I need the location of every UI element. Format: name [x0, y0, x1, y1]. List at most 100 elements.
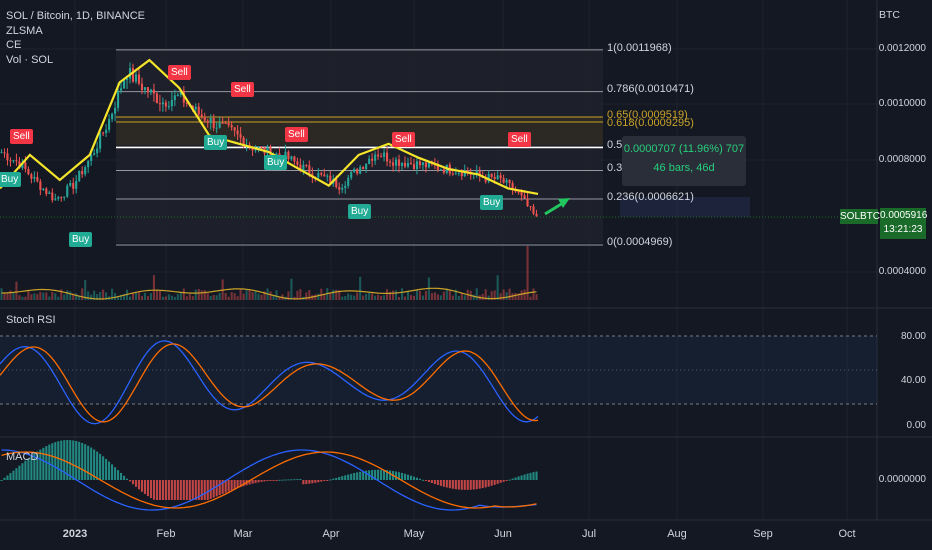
volume-bar	[499, 293, 502, 300]
volume-bar	[445, 288, 448, 300]
macd-bar	[344, 475, 347, 480]
volume-bar	[347, 293, 350, 300]
volume-bar	[39, 291, 42, 300]
candle-body	[299, 164, 302, 171]
candle-body	[520, 191, 523, 196]
candle-body	[134, 74, 138, 82]
macd-bar	[233, 480, 236, 490]
volume-bar	[251, 291, 254, 300]
macd-bar	[128, 480, 132, 482]
buy-signal[interactable]: Buy	[480, 195, 504, 210]
volume-bar	[332, 289, 335, 300]
volume-bar	[167, 294, 170, 300]
macd-bar	[105, 458, 108, 480]
volume-bar	[329, 293, 332, 300]
candle-body	[335, 178, 338, 187]
macd-bar	[514, 477, 517, 480]
candle-body	[194, 106, 197, 110]
buy-signal[interactable]: Buy	[348, 204, 372, 219]
sell-signal[interactable]: Sell	[508, 132, 531, 147]
buy-signal[interactable]: Buy	[0, 172, 22, 187]
macd-bar	[81, 442, 84, 480]
sell-signal[interactable]: Sell	[392, 132, 415, 147]
macd-title[interactable]: MACD	[6, 451, 39, 463]
volume-bar	[0, 288, 3, 300]
candle-body	[161, 102, 164, 105]
sell-signal[interactable]: Sell	[285, 127, 308, 142]
candle-body	[484, 177, 487, 182]
indicator-ce[interactable]: CE	[6, 39, 22, 51]
current-price-tag: 0.0005916 13:21:23	[880, 208, 927, 239]
macd-bar	[403, 473, 407, 480]
time-tick: Apr	[322, 528, 340, 540]
indicator-volume[interactable]: Vol · SOL	[6, 53, 54, 66]
macd-line	[1, 449, 537, 511]
volume-bar	[341, 296, 344, 300]
volume-bar	[415, 289, 418, 300]
volume-bar	[475, 288, 478, 300]
macd-bar	[72, 440, 75, 480]
candle-body	[391, 162, 395, 166]
volume-bar	[218, 292, 221, 300]
candle-body	[51, 192, 54, 201]
volume-bar	[412, 295, 416, 300]
candle-body	[400, 162, 404, 166]
chart-legend: SOL / Bitcoin, 1D, BINANCE ZLSMA CE Vol …	[6, 9, 145, 67]
macd-bar	[170, 480, 173, 500]
sell-signal[interactable]: Sell	[231, 82, 254, 97]
volume-bar	[526, 246, 529, 300]
candle-body	[108, 119, 111, 130]
macd-bar	[320, 480, 323, 482]
volume-bar	[305, 292, 308, 300]
buy-signal[interactable]: Buy	[264, 155, 288, 170]
candle-body	[460, 172, 463, 177]
stoch-rsi-d-line	[0, 343, 539, 423]
macd-bar	[182, 480, 185, 500]
volume-bar	[117, 296, 120, 300]
volume-bar	[344, 295, 347, 300]
time-tick: Aug	[667, 528, 687, 540]
volume-bar	[122, 293, 126, 300]
macd-bar	[215, 480, 218, 497]
macd-bar	[51, 443, 54, 480]
axis-currency[interactable]: BTC	[879, 9, 900, 21]
symbol-title[interactable]: SOL / Bitcoin, 1D, BINANCE	[6, 10, 145, 22]
volume-bar	[96, 293, 99, 300]
candle-body	[478, 171, 481, 176]
volume-bar	[296, 290, 299, 300]
buy-signal[interactable]: Buy	[204, 135, 228, 150]
volume-bar	[51, 292, 54, 300]
volume-bar	[33, 293, 36, 300]
macd-bar	[125, 478, 129, 480]
volume-bar	[263, 291, 266, 300]
volume-ma-line	[1, 287, 537, 300]
macd-bar	[66, 440, 69, 480]
volume-bar	[409, 295, 413, 300]
candle-body	[185, 102, 188, 104]
bar-countdown: 13:21:23	[883, 224, 923, 235]
candle-body	[302, 164, 305, 171]
macd-bar	[487, 480, 490, 487]
candle-body	[33, 176, 36, 179]
indicator-zlsma[interactable]: ZLSMA	[6, 24, 43, 37]
stoch-rsi-title[interactable]: Stoch RSI	[6, 314, 56, 326]
macd-bar	[305, 480, 308, 485]
candle-body	[102, 132, 105, 134]
macd-bar	[42, 447, 45, 480]
buy-signal[interactable]: Buy	[69, 232, 93, 247]
volume-bar	[532, 288, 535, 300]
volume-bar	[173, 296, 176, 300]
volume-bar	[338, 290, 341, 300]
macd-bar	[347, 474, 350, 480]
macd-bar	[317, 480, 320, 483]
volume-bars	[0, 246, 538, 300]
candle-body	[60, 197, 63, 199]
volume-bar	[137, 291, 141, 300]
macd-bar	[290, 479, 293, 481]
volume-bar	[36, 293, 39, 300]
volume-bar	[200, 290, 203, 300]
sell-signal[interactable]: Sell	[10, 129, 33, 144]
macd-bar	[3, 477, 6, 480]
sell-signal[interactable]: Sell	[168, 65, 191, 80]
